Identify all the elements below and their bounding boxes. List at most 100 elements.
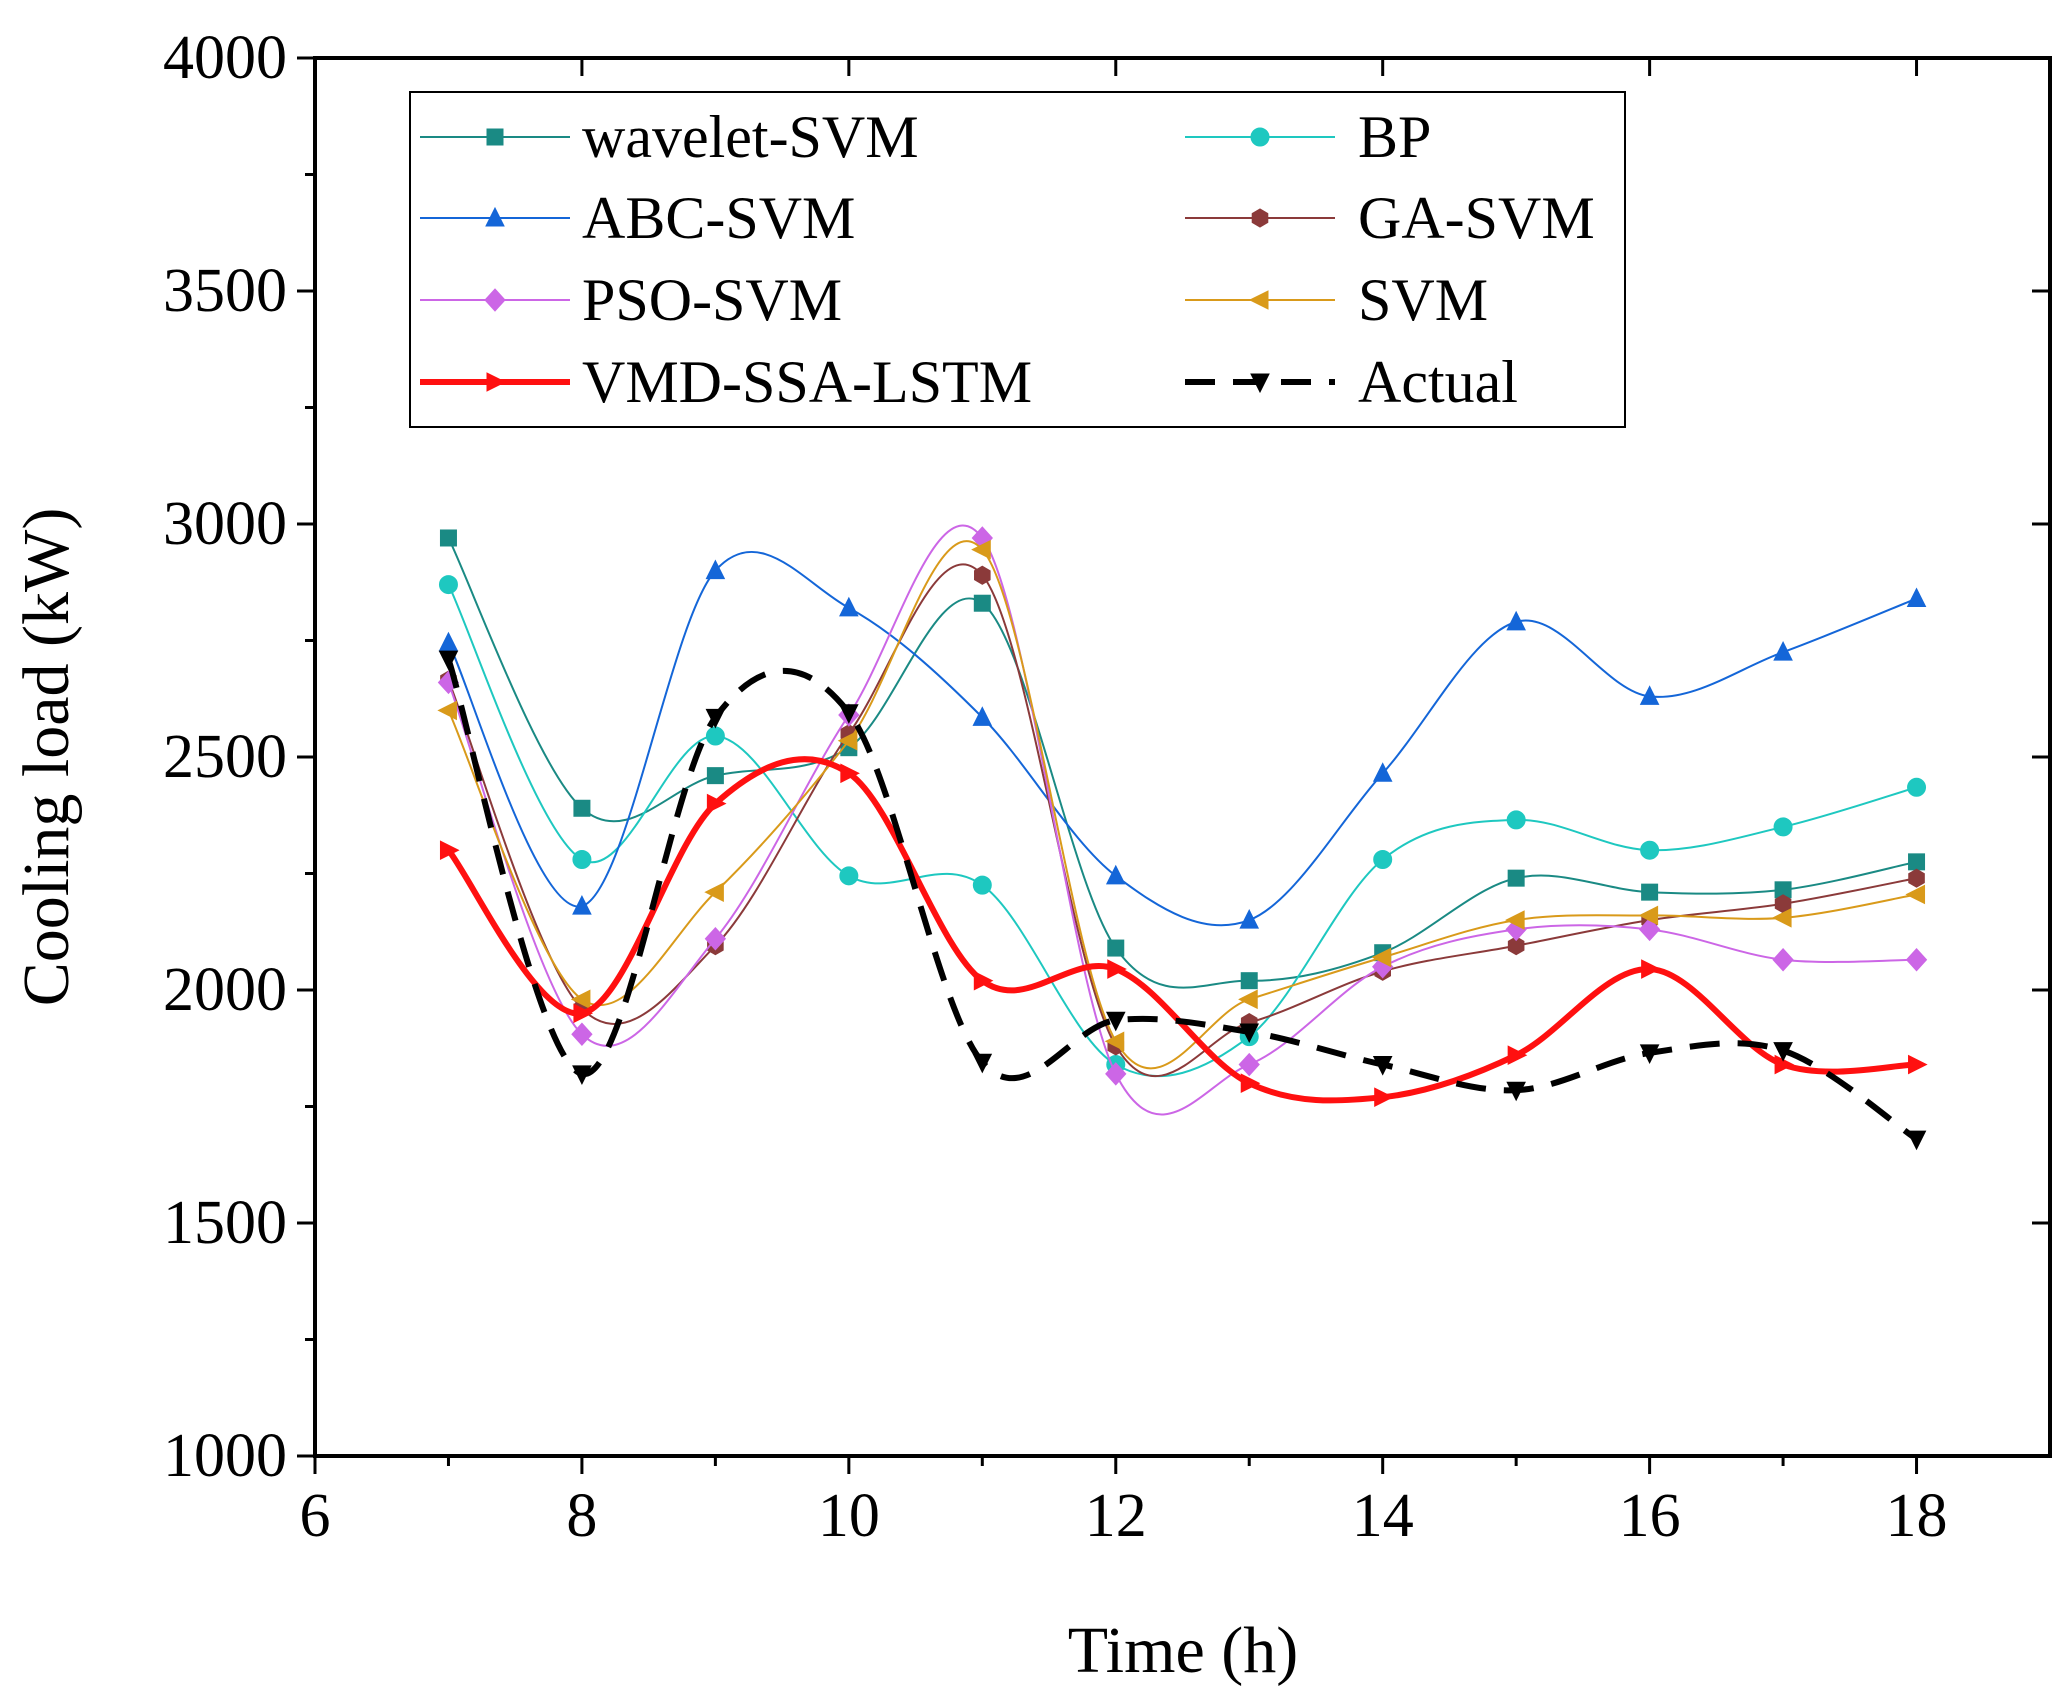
legend-marker: [1248, 290, 1269, 310]
series-abc-svm: [438, 550, 1927, 929]
legend-marker: [1250, 373, 1270, 394]
series-line: [447, 540, 1917, 1070]
data-point: [1507, 869, 1525, 887]
data-point: [705, 726, 725, 746]
legend-box: [409, 91, 1626, 428]
x-tick-label: 6: [300, 1482, 331, 1550]
data-point: [1374, 1087, 1394, 1107]
data-point: [1908, 868, 1925, 888]
data-point: [1906, 1130, 1927, 1151]
data-point: [1107, 939, 1125, 957]
data-point: [571, 1022, 593, 1047]
data-point: [972, 706, 993, 726]
data-point: [706, 767, 724, 785]
legend-marker: [1250, 127, 1270, 147]
legend-label: SVM: [1358, 267, 1488, 333]
plot-frame: [313, 56, 2052, 1458]
y-tick-label: 1500: [163, 1189, 287, 1257]
data-point: [705, 708, 726, 729]
data-point: [1639, 685, 1660, 705]
legend-marker: [1251, 208, 1269, 228]
data-point: [1238, 989, 1258, 1010]
legend-label: PSO-SVM: [582, 267, 842, 333]
data-point: [973, 970, 994, 991]
data-point: [1641, 959, 1661, 979]
data-point: [1774, 1054, 1795, 1075]
data-point: [1507, 1045, 1528, 1066]
data-point: [570, 989, 591, 1010]
series-line: [446, 756, 1917, 1104]
y-tick-label: 1000: [163, 1422, 287, 1490]
data-point: [572, 850, 592, 870]
data-point: [437, 700, 457, 721]
data-point: [439, 840, 460, 861]
data-point: [1373, 850, 1393, 870]
data-point: [974, 565, 991, 585]
data-point: [1908, 853, 1926, 871]
data-point: [1640, 840, 1660, 860]
data-point: [1239, 908, 1260, 929]
series-pso-svm: [437, 524, 1928, 1116]
data-point: [971, 539, 991, 560]
data-point: [1105, 1011, 1126, 1032]
data-point: [839, 596, 859, 617]
data-point: [1104, 1031, 1125, 1052]
y-tick-label: 3000: [163, 490, 287, 558]
x-tick-label: 10: [818, 1482, 880, 1550]
x-tick-label: 12: [1085, 1482, 1147, 1550]
data-point: [1105, 1062, 1127, 1086]
legend-entry: GA-SVM: [1185, 185, 1595, 251]
legend-marker: [485, 206, 505, 227]
data-point: [837, 730, 858, 751]
series-vmd-ssa-lstm: [439, 756, 1928, 1107]
legend-marker: [486, 128, 504, 146]
data-point: [1773, 817, 1793, 837]
legend-entry: VMD-SSA-LSTM: [420, 349, 1032, 415]
data-point: [438, 650, 459, 671]
legend-marker: [486, 372, 507, 392]
data-point: [439, 529, 457, 547]
data-point: [573, 1003, 594, 1024]
legend-entry: BP: [1185, 104, 1431, 170]
x-tick-label: 14: [1352, 1482, 1414, 1550]
y-axis-title: Cooling load (kW): [10, 508, 83, 1007]
legend: wavelet-SVM BP ABC-SVM GA-SVM PSO-SVM SVM VMD-…: [409, 91, 1626, 428]
data-point: [572, 895, 592, 915]
data-point: [1772, 947, 1794, 972]
data-point: [1239, 1023, 1260, 1044]
data-point: [704, 882, 724, 902]
series-line: [447, 537, 1917, 989]
series-line: [447, 584, 1917, 1078]
series-actual: [438, 650, 1927, 1151]
data-point: [705, 559, 726, 580]
legend-entry: Actual: [1185, 349, 1518, 415]
data-point: [1107, 959, 1127, 979]
data-point: [839, 866, 859, 886]
series-line: [447, 524, 1917, 1116]
y-tick-label: 2000: [163, 956, 287, 1024]
data-point: [1905, 947, 1928, 972]
y-tick-label: 3500: [163, 257, 287, 325]
legend-label: ABC-SVM: [582, 185, 855, 251]
series-svm: [437, 539, 1926, 1070]
legend-label: GA-SVM: [1358, 185, 1595, 251]
data-point: [1639, 1044, 1660, 1065]
data-point: [1638, 905, 1659, 926]
y-tick-label: 2500: [163, 723, 287, 791]
ticks-layer: 6 8 10 12 14 16 18 1000 1500 2000 2500 3000 3500 4000: [163, 24, 2050, 1550]
data-point: [1105, 864, 1126, 885]
x-tick-label: 8: [566, 1482, 597, 1550]
data-point: [1907, 777, 1927, 797]
data-point: [706, 793, 727, 814]
data-point: [973, 594, 991, 612]
data-point: [1240, 1073, 1261, 1094]
data-point: [972, 1053, 993, 1074]
data-point: [839, 704, 859, 724]
data-point: [572, 1065, 592, 1085]
series-line: [445, 658, 1919, 1142]
data-point: [1771, 907, 1792, 928]
series-line: [447, 550, 1917, 927]
legend-entry: wavelet-SVM: [420, 104, 919, 170]
data-point: [438, 631, 459, 652]
legend-entry: SVM: [1185, 267, 1488, 333]
